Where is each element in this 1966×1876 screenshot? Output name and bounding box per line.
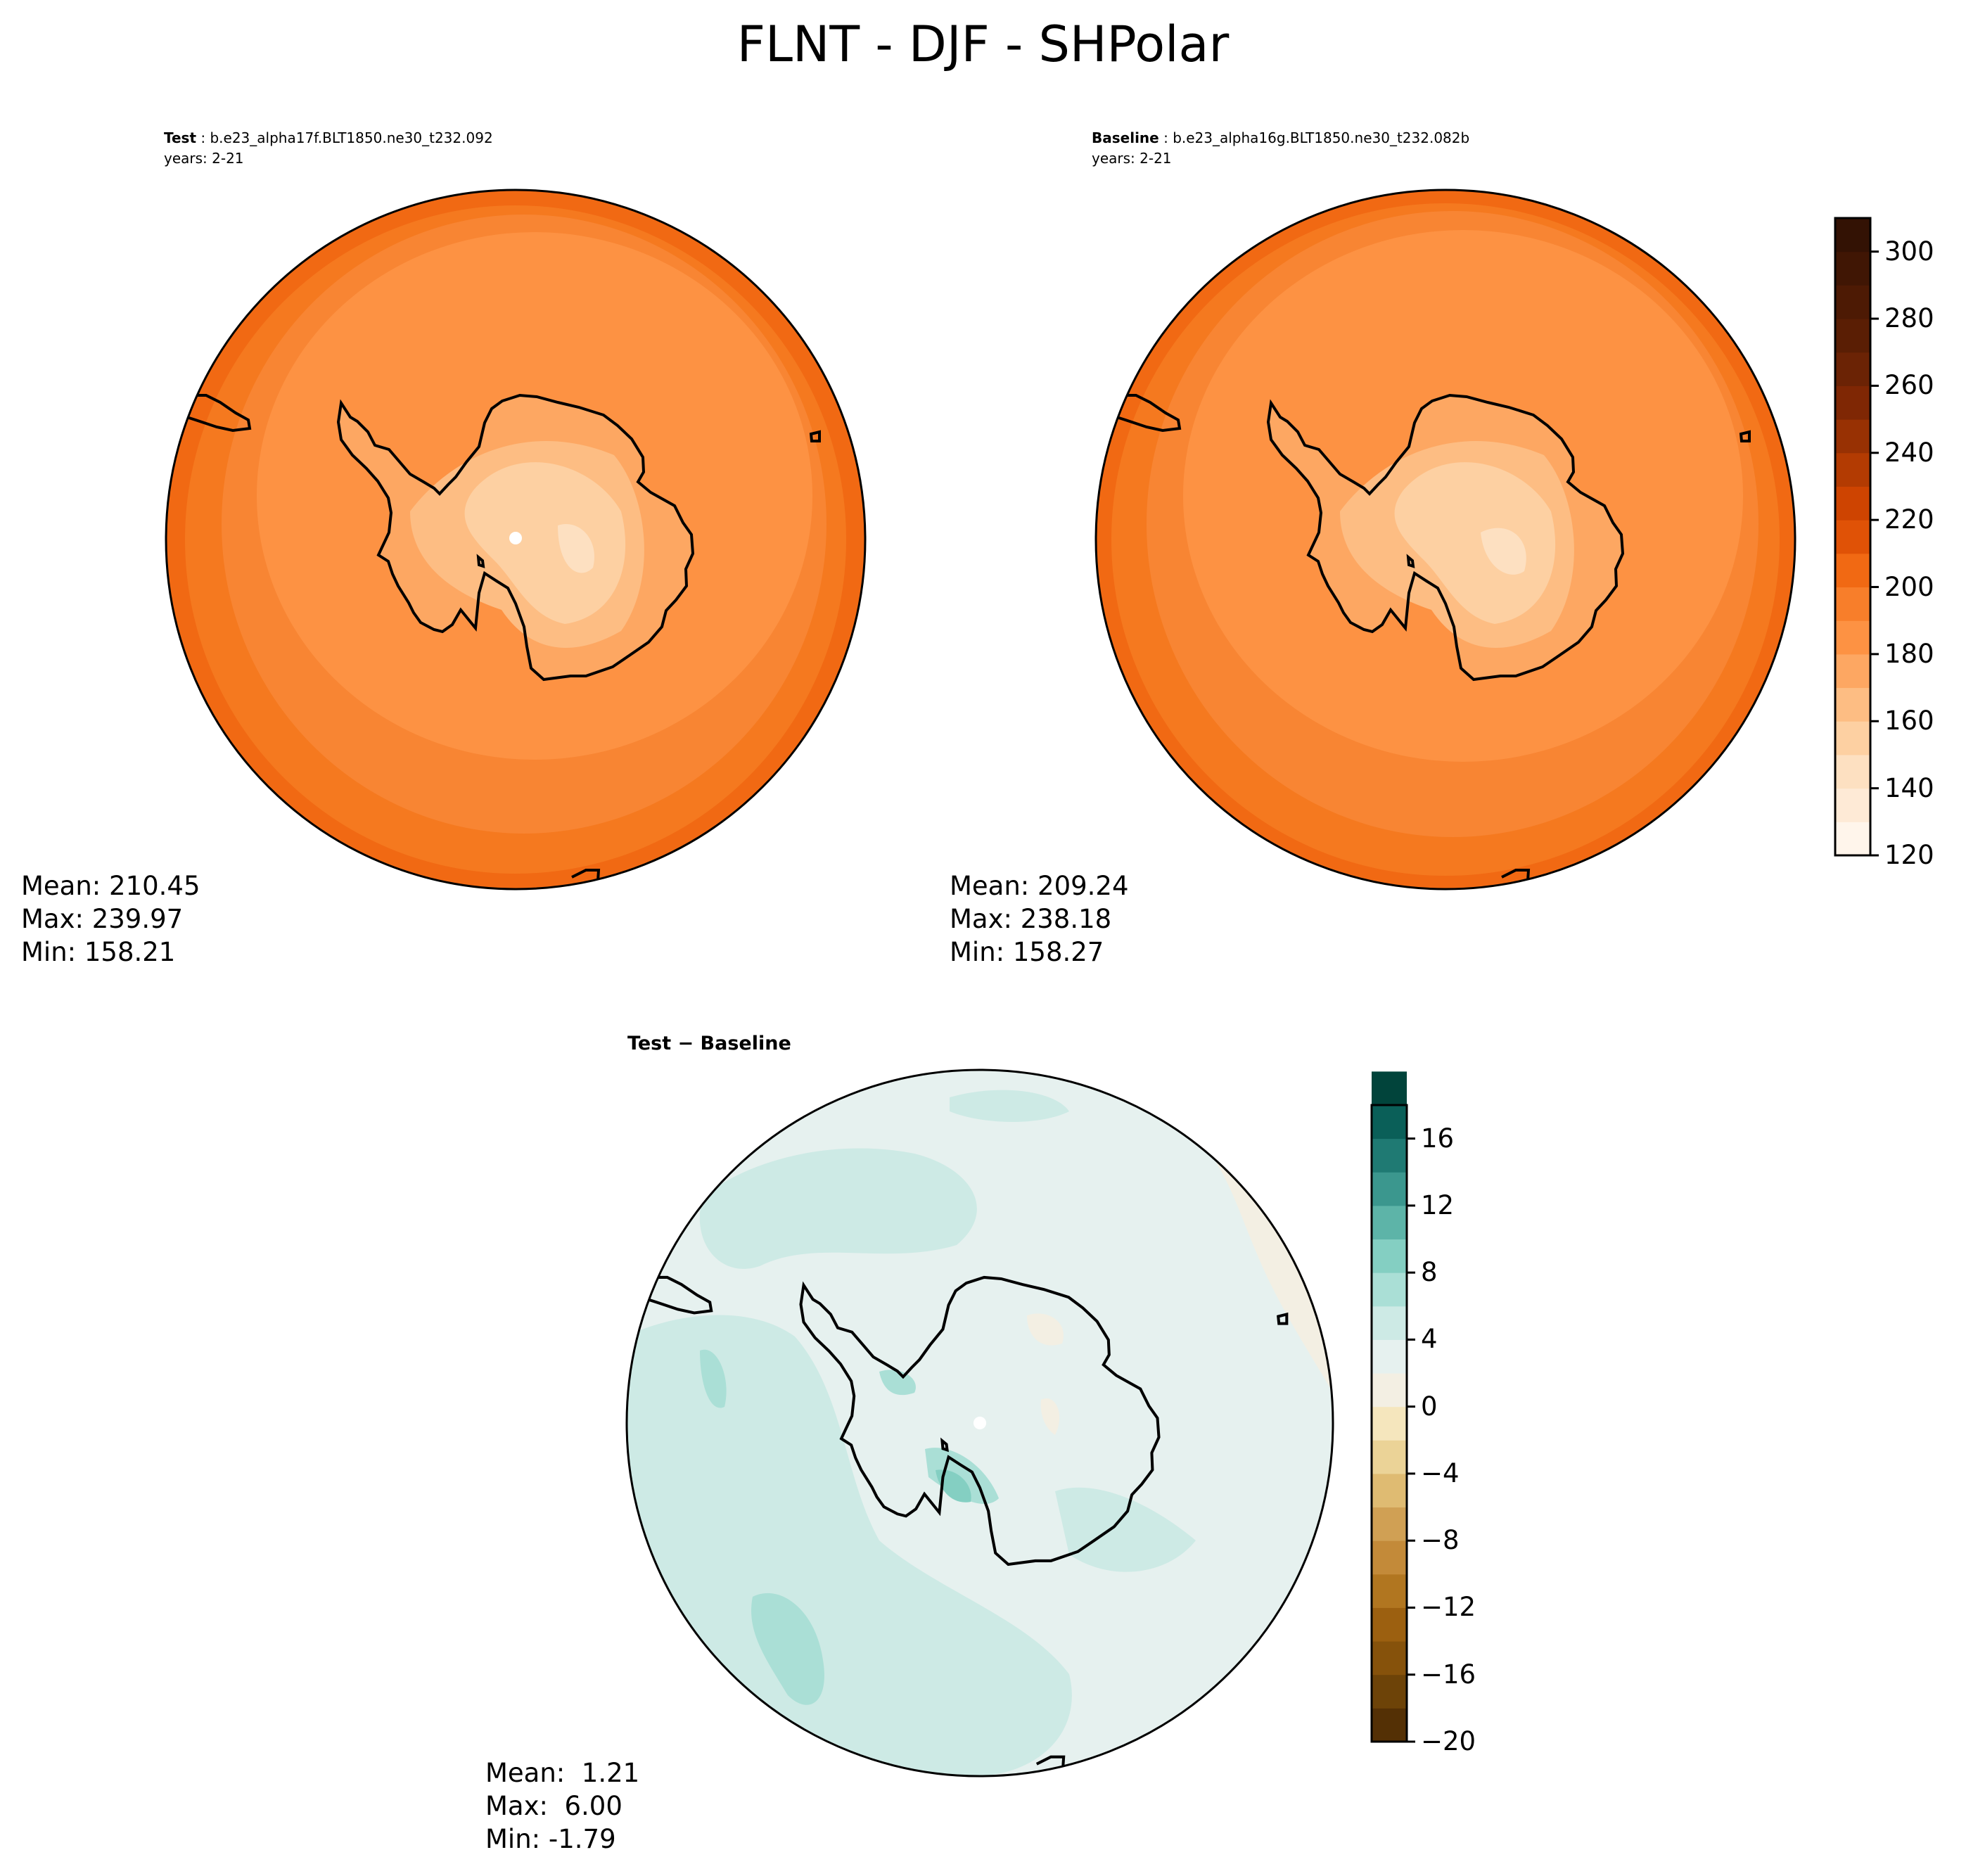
main-colorbar (1834, 217, 1879, 857)
main-colorbar-segment (1835, 620, 1870, 655)
difference-colorbar-segment (1372, 1574, 1407, 1608)
difference-colorbar-segment (1372, 1641, 1407, 1676)
difference-colorbar-segment (1372, 1339, 1407, 1374)
baseline-max: Max: 238.18 (950, 904, 1112, 934)
difference-colorbar-segment (1372, 1607, 1407, 1642)
main-colorbar-tick-label: 220 (1884, 504, 1934, 535)
main-colorbar-segment (1835, 352, 1870, 386)
difference-colorbar-segment (1372, 1071, 1407, 1106)
main-colorbar-segment (1835, 285, 1870, 319)
difference-stats: Mean: 1.21 Max: 6.00 Min: -1.79 (485, 1756, 639, 1856)
difference-colorbar-tick-label: −12 (1421, 1592, 1476, 1623)
main-colorbar-tick-label: 280 (1884, 303, 1934, 334)
difference-colorbar-tick-label: 16 (1421, 1123, 1455, 1154)
difference-colorbar-segment (1372, 1105, 1407, 1140)
difference-max: Max: 6.00 (485, 1791, 623, 1821)
main-colorbar-segment (1835, 553, 1870, 588)
main-colorbar-segment (1835, 486, 1870, 521)
main-colorbar-segment (1835, 419, 1870, 454)
main-colorbar-tick-label: 160 (1884, 706, 1934, 736)
test-case-name: b.e23_alpha17f.BLT1850.ne30_t232.092 (210, 129, 493, 146)
difference-colorbar-segment (1372, 1406, 1407, 1441)
difference-colorbar-segment (1372, 1306, 1407, 1340)
main-colorbar-segment (1835, 788, 1870, 822)
main-colorbar-tick-label: 260 (1884, 370, 1934, 401)
difference-colorbar-segment (1372, 1239, 1407, 1273)
difference-colorbar-tick-label: 0 (1421, 1391, 1438, 1422)
difference-colorbar-segment (1372, 1440, 1407, 1474)
difference-colorbar-segment (1372, 1708, 1407, 1742)
difference-colorbar-tick-label: 12 (1421, 1189, 1455, 1220)
test-map-border (165, 189, 867, 891)
difference-colorbar-segment (1372, 1507, 1407, 1541)
difference-colorbar-segment (1372, 1373, 1407, 1408)
test-panel-header: Test : b.e23_alpha17f.BLT1850.ne30_t232.… (164, 128, 493, 148)
main-colorbar-tick-label: 300 (1884, 236, 1934, 267)
difference-min: Min: -1.79 (485, 1824, 616, 1854)
main-colorbar-segment (1835, 754, 1870, 789)
difference-colorbar-frame (1370, 1104, 1408, 1743)
test-max: Max: 239.97 (21, 904, 184, 934)
main-colorbar-frame (1834, 217, 1872, 857)
difference-colorbar-segment (1372, 1172, 1407, 1206)
difference-map-border (625, 1068, 1334, 1778)
main-colorbar-segment (1835, 653, 1870, 689)
difference-mean: Mean: 1.21 (485, 1758, 640, 1788)
test-label: Test (164, 129, 197, 146)
difference-map (627, 1070, 1333, 1776)
baseline-label: Baseline (1092, 129, 1159, 146)
difference-colorbar-tick-label: 8 (1421, 1257, 1438, 1288)
baseline-min: Min: 158.27 (950, 937, 1104, 967)
figure-title: FLNT - DJF - SHPolar (736, 15, 1230, 73)
baseline-map (1096, 190, 1795, 889)
baseline-mean: Mean: 209.24 (950, 871, 1129, 901)
main-colorbar-segment (1835, 587, 1870, 621)
difference-colorbar-segment (1372, 1272, 1407, 1307)
difference-colorbar (1370, 1071, 1415, 1743)
main-colorbar-segment (1835, 687, 1870, 722)
test-separator: : (196, 129, 210, 146)
main-colorbar-segment (1835, 822, 1870, 856)
main-colorbar-tick-label: 240 (1884, 437, 1934, 468)
difference-title: Test − Baseline (627, 1033, 791, 1054)
main-colorbar-tick-label: 200 (1884, 571, 1934, 602)
baseline-years: years: 2-21 (1092, 150, 1172, 167)
baseline-map-border (1094, 189, 1796, 891)
main-colorbar-segment (1835, 218, 1870, 253)
difference-colorbar-tick-label: −8 (1421, 1525, 1460, 1556)
main-colorbar-segment (1835, 721, 1870, 755)
main-colorbar-segment (1835, 520, 1870, 554)
test-stats: Mean: 210.45 Max: 239.97 Min: 158.21 (21, 869, 200, 969)
test-years: years: 2-21 (164, 150, 244, 167)
difference-colorbar-segment (1372, 1138, 1407, 1173)
main-colorbar-tick-label: 140 (1884, 772, 1934, 803)
test-min: Min: 158.21 (21, 937, 176, 967)
difference-colorbar-segment (1372, 1674, 1407, 1709)
difference-colorbar-segment (1372, 1540, 1407, 1575)
main-colorbar-segment (1835, 385, 1870, 420)
test-map (166, 190, 865, 889)
main-colorbar-tick-label: 180 (1884, 638, 1934, 669)
difference-colorbar-tick-label: −16 (1421, 1659, 1476, 1690)
baseline-stats: Mean: 209.24 Max: 238.18 Min: 158.27 (950, 869, 1129, 969)
main-colorbar-segment (1835, 319, 1870, 353)
baseline-panel-header: Baseline : b.e23_alpha16g.BLT1850.ne30_t… (1092, 128, 1469, 148)
difference-colorbar-tick-label: −4 (1421, 1457, 1460, 1488)
difference-colorbar-segment (1372, 1205, 1407, 1240)
test-mean: Mean: 210.45 (21, 871, 200, 901)
baseline-separator: : (1158, 129, 1173, 146)
main-colorbar-segment (1835, 452, 1870, 487)
difference-colorbar-tick-label: −20 (1421, 1726, 1476, 1756)
main-colorbar-segment (1835, 251, 1870, 286)
difference-colorbar-tick-label: 4 (1421, 1324, 1438, 1355)
main-colorbar-tick-label: 120 (1884, 840, 1934, 870)
difference-colorbar-segment (1372, 1473, 1407, 1508)
baseline-case-name: b.e23_alpha16g.BLT1850.ne30_t232.082b (1173, 129, 1470, 146)
